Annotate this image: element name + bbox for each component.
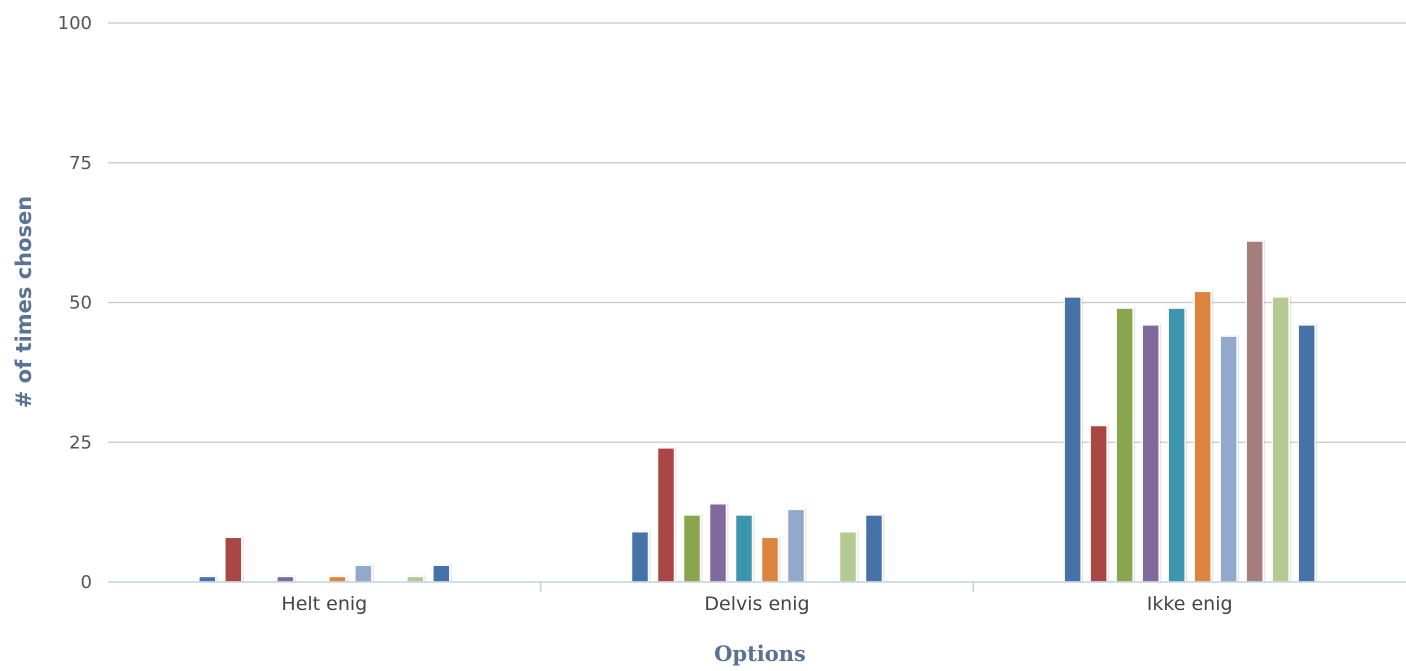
gridlines [108,22,1406,443]
x-axis-title: Options [714,641,806,666]
bar [406,575,425,583]
y-axis-ticks: 0 25 50 75 100 [58,13,92,593]
bar [224,536,243,583]
x-axis [108,581,1406,592]
bar [1063,296,1082,583]
y-tick-label: 75 [69,153,92,174]
bar [760,536,780,583]
bar [354,564,373,583]
x-category-label: Delvis enig [704,593,809,615]
bar [682,514,702,583]
bar [838,530,858,583]
y-tick-label: 0 [81,572,92,593]
bar [630,530,650,583]
bar [708,502,728,583]
bar [1297,324,1316,583]
bar [1219,335,1238,583]
bar [1271,296,1290,583]
bar [1089,424,1108,583]
y-tick-label: 25 [69,432,92,453]
bar [1141,324,1160,583]
x-category-label: Helt enig [281,593,367,615]
x-axis-categories: Helt enig Delvis enig Ikke enig [281,593,1232,615]
bar [198,575,217,583]
bars [198,240,1318,583]
bar [734,514,754,583]
bar [656,447,676,583]
y-tick-label: 50 [69,293,92,314]
bar [864,514,884,583]
bar [276,575,295,583]
bar [786,508,806,583]
bar [328,575,347,583]
y-axis-title: # of times chosen [12,196,36,408]
bar [1245,240,1264,583]
y-tick-label: 100 [58,13,92,34]
bar [1193,290,1212,583]
x-category-label: Ikke enig [1147,593,1233,615]
bar [1115,307,1134,583]
bar [432,564,451,583]
bar [1167,307,1186,583]
